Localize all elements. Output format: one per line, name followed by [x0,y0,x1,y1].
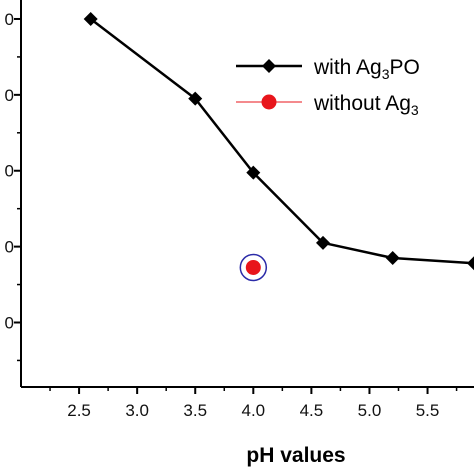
y-tick-label: 0 [5,238,14,257]
x-tick-label: 3.0 [125,401,149,420]
data-point-with-ag3po [316,235,330,250]
legend-marker-with-ag3po [262,59,276,73]
legend-label-without-ag3: without Ag3 [313,92,419,118]
x-axis-title: pH values [246,444,345,467]
x-tick-label: 2.5 [67,401,91,420]
x-tick-label: 4.0 [241,401,265,420]
legend-label-subscript: 3 [382,66,390,82]
legend-label-tail: PO [390,56,420,79]
legend-label-with-ag3po: with Ag3PO [313,56,420,82]
x-tick-label: 4.5 [300,401,324,420]
y-tick-label: 0 [5,314,14,333]
series-line-with-ag3po [89,17,474,265]
legend-marker-without-ag3 [261,94,277,110]
y-tick-label: 0 [5,162,14,181]
y-tick-label: 0 [5,10,14,29]
data-point-with-ag3po [385,251,400,265]
data-point-with-ag3po [246,165,261,180]
data-point-with-ag3po [188,91,203,106]
data-point-without-ag3 [245,259,261,275]
highlight-ring [239,253,268,282]
legend-label-main: without Ag [313,92,411,115]
legend-label-subscript: 3 [411,102,419,118]
x-tick-label: 5.0 [358,401,382,420]
legend-label-main: with Ag [313,56,382,79]
data-point-with-ag3po [467,256,474,271]
x-tick-label: 3.5 [183,401,207,420]
y-tick-label: 0 [5,86,14,105]
data-point-with-ag3po [83,11,98,26]
x-tick-label: 5.5 [416,401,440,420]
